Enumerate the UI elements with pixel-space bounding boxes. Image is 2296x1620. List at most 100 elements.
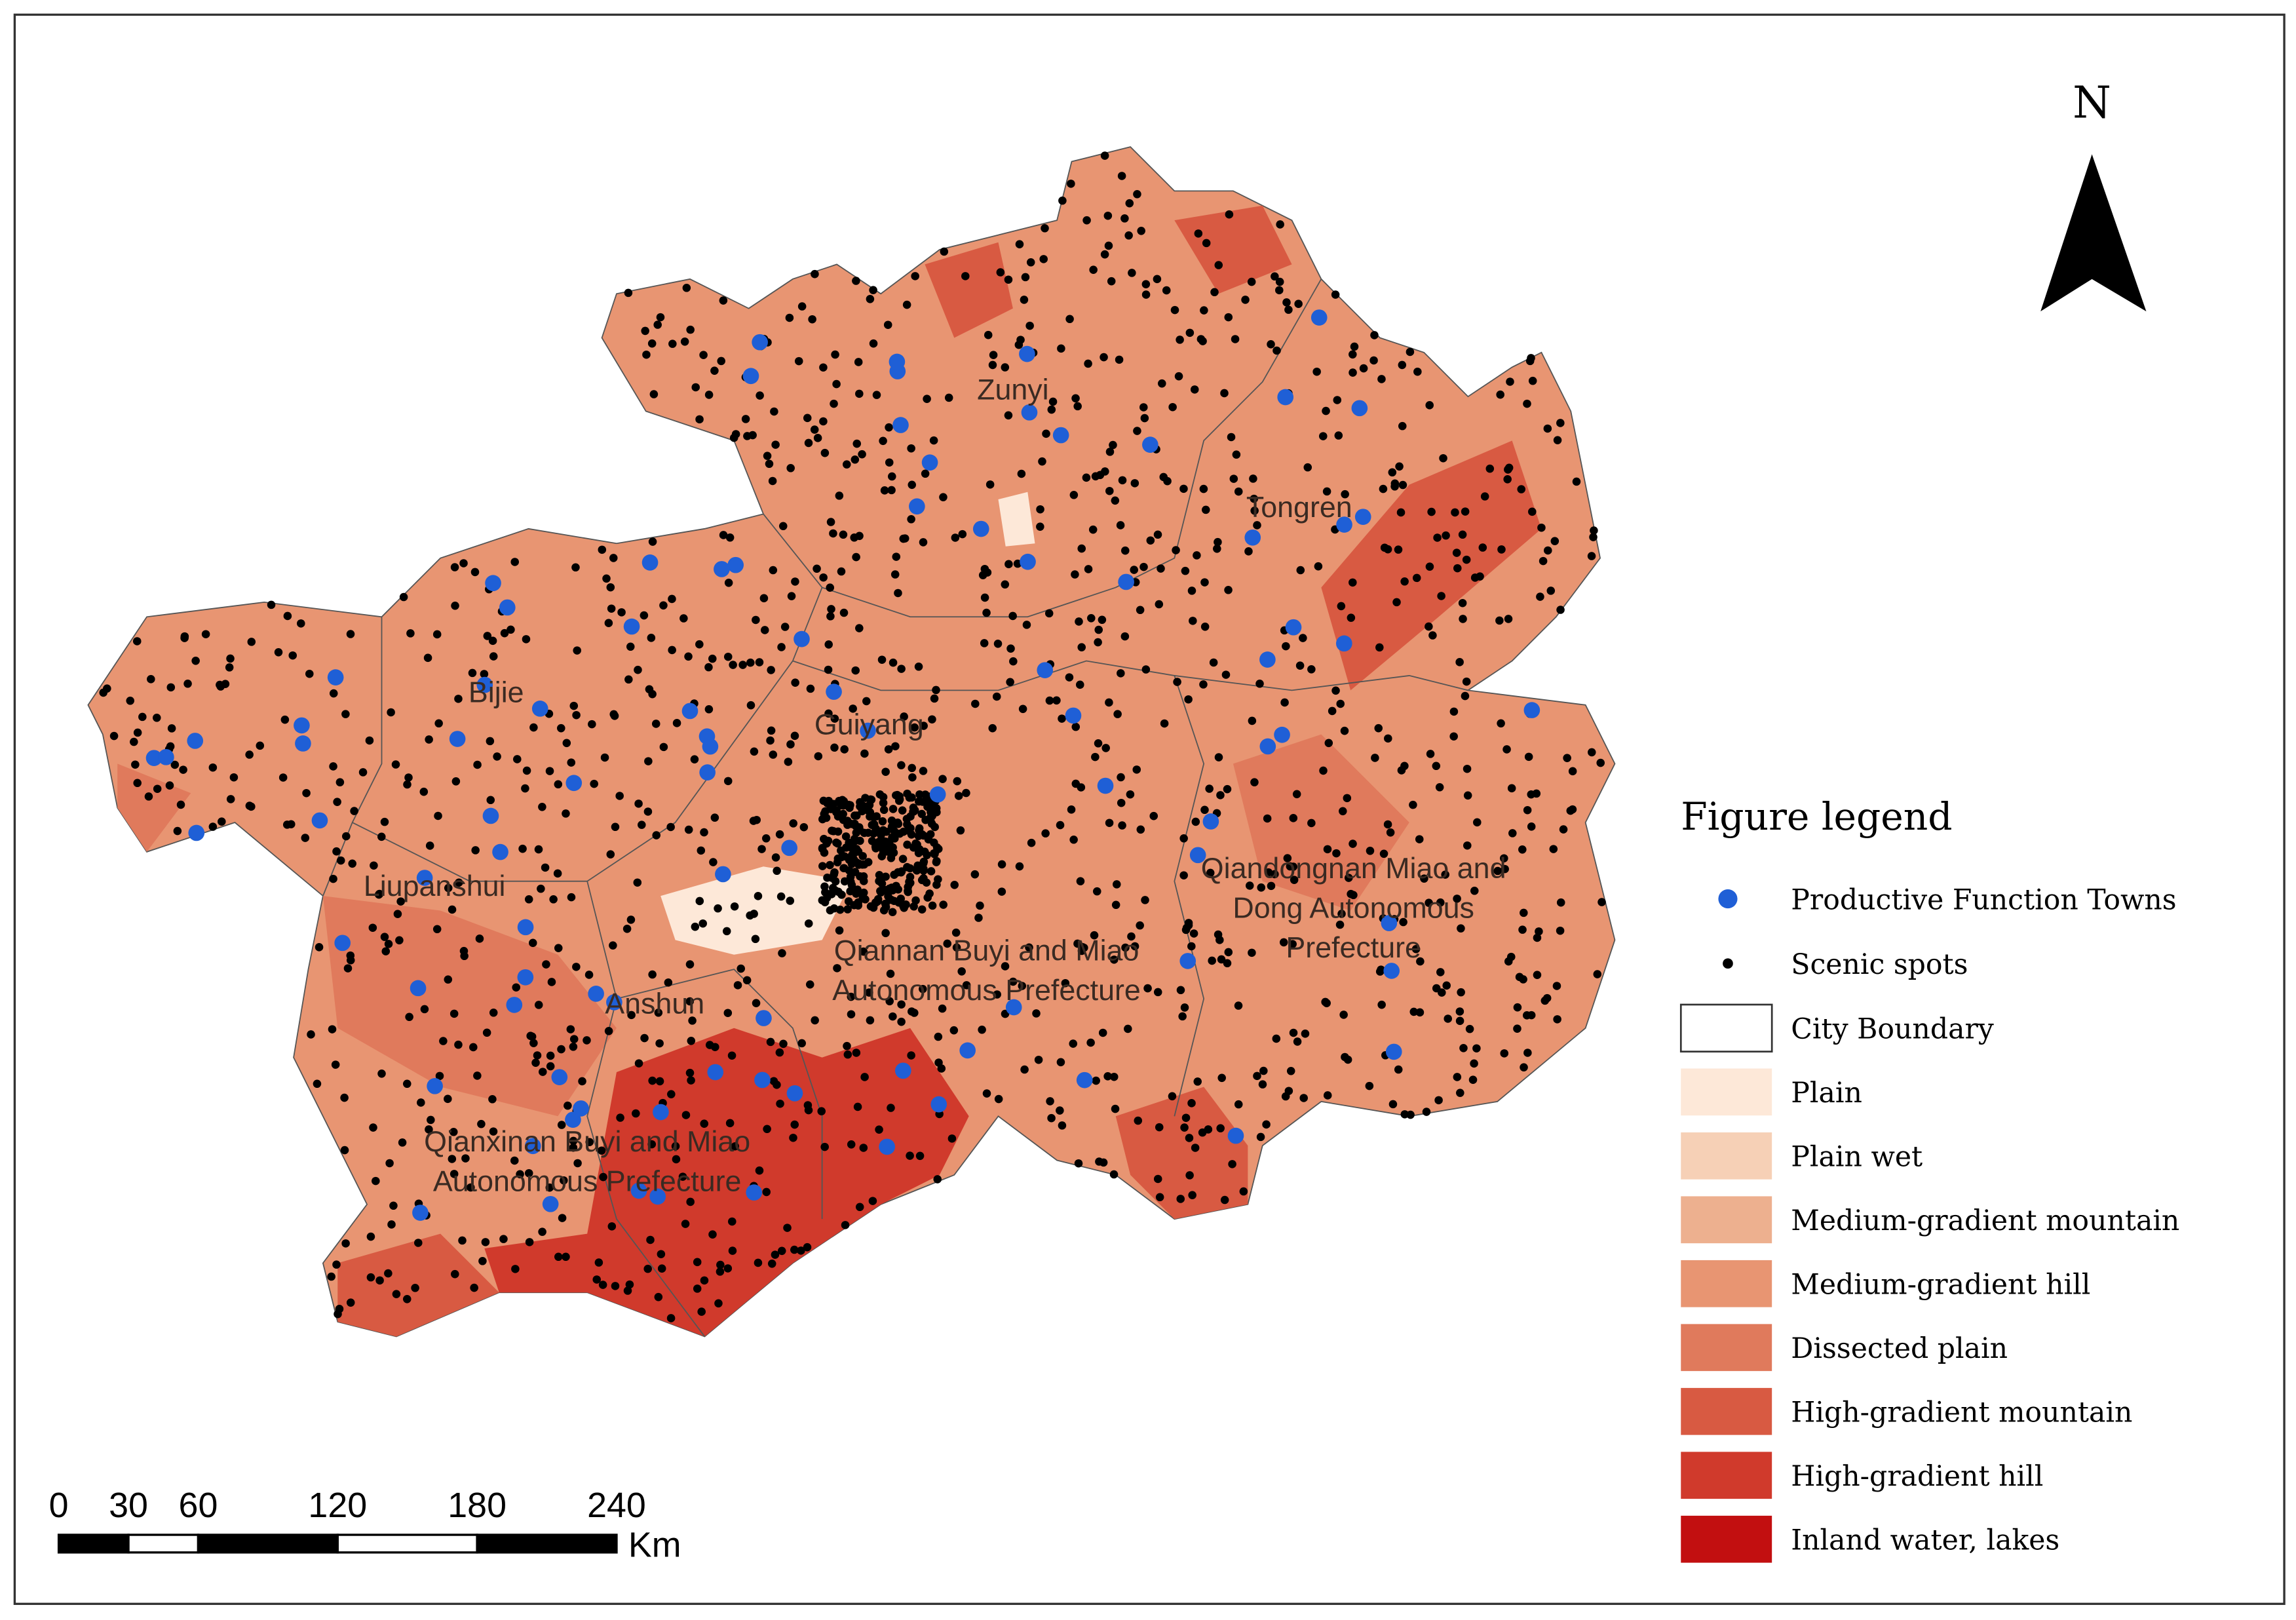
scenic-spot [1442, 981, 1451, 990]
scenic-spot [875, 871, 884, 879]
scenic-spot [1280, 698, 1289, 707]
scenic-spot [1442, 531, 1450, 540]
scenic-spot [584, 971, 594, 979]
scenic-spot [493, 752, 501, 761]
scenic-spot [714, 904, 722, 913]
legend-swatch [1681, 1515, 1772, 1563]
scenic-spot [790, 731, 799, 741]
scenic-spot [348, 859, 356, 868]
productive-town [707, 1064, 724, 1081]
scenic-spot [566, 1025, 575, 1033]
scenic-spot [1455, 1007, 1464, 1016]
scenic-spot [444, 1094, 452, 1104]
scenic-spot [332, 847, 341, 856]
scenic-spot [1559, 825, 1568, 834]
scenic-spot [341, 1239, 350, 1248]
scenic-spot [280, 715, 290, 724]
scenic-spot [569, 1136, 578, 1146]
scenic-spot [590, 779, 598, 788]
productive-town [892, 417, 909, 433]
scenic-spot [546, 1062, 555, 1071]
scenic-spot [818, 862, 827, 870]
scenic-spot [1504, 465, 1512, 474]
scenic-spot [843, 1050, 852, 1059]
scenic-spot [488, 636, 497, 646]
scenic-spot [1239, 1187, 1248, 1196]
scenic-spot [522, 766, 531, 775]
scenic-spot [1267, 340, 1275, 349]
scenic-spot [332, 1260, 341, 1269]
scenic-spot [1101, 467, 1109, 476]
scenic-spot [1276, 220, 1284, 229]
scenic-spot [1283, 854, 1292, 862]
scenic-spot [671, 1142, 680, 1151]
scenic-spot [974, 914, 983, 922]
scenic-spot [799, 822, 809, 832]
productive-town [1274, 726, 1290, 743]
scenic-spot [1271, 272, 1279, 281]
scenic-spot [685, 960, 695, 969]
legend-swatch [1679, 1003, 1773, 1053]
scenic-spot [928, 901, 937, 910]
scenic-spot [1105, 819, 1114, 827]
scenic-spot [892, 552, 901, 561]
scenic-spot [1435, 782, 1444, 792]
scenic-spot [778, 949, 786, 957]
productive-town [1227, 1127, 1244, 1144]
scenic-spot [1105, 448, 1115, 456]
scenic-spot [153, 713, 161, 722]
scenic-spot [854, 358, 863, 366]
scenic-spot [804, 438, 813, 448]
productive-town [714, 561, 730, 577]
productive-town [531, 701, 548, 717]
scenic-spot [1034, 1055, 1043, 1064]
scenic-spot [797, 302, 807, 311]
scenic-spot [1495, 616, 1504, 625]
scenic-spot [719, 531, 728, 539]
scenic-spot [1339, 807, 1347, 816]
scenic-spot [826, 612, 835, 621]
scenic-spot [267, 600, 276, 609]
scenic-spot [708, 654, 717, 663]
scenic-spot [1507, 784, 1516, 793]
scenic-spot [914, 849, 923, 857]
scale-tick-label: 240 [587, 1486, 646, 1525]
legend-label: Dissected plain [1791, 1332, 2008, 1365]
scenic-spot [1105, 486, 1114, 495]
scenic-spot [1550, 537, 1559, 545]
scenic-spot [1532, 789, 1541, 798]
scenic-spot [1006, 644, 1015, 653]
scenic-spot [1206, 868, 1215, 878]
scenic-spot [797, 1039, 806, 1048]
city-label: Zunyi [977, 374, 1049, 406]
scenic-spot [648, 537, 657, 546]
scenic-spot [1004, 560, 1013, 569]
scenic-spot [1224, 313, 1233, 322]
city-labels: Zunyi Tongren Bijie Guiyang Liupanshui Anshun… [364, 374, 1506, 1198]
productive-town [1118, 573, 1134, 590]
scenic-spot [773, 866, 781, 876]
scenic-spot [1006, 678, 1014, 687]
scenic-spot [1500, 854, 1508, 863]
scenic-spot [109, 731, 119, 741]
scenic-spot [434, 719, 443, 728]
scenic-spot [597, 1146, 606, 1155]
scenic-spot [654, 1292, 663, 1302]
scenic-spot [1153, 530, 1162, 539]
scenic-spot [652, 831, 660, 839]
scenic-spot [786, 897, 795, 905]
scenic-spot [1449, 707, 1459, 716]
scenic-spot [923, 893, 932, 902]
scenic-spot [427, 1115, 435, 1125]
scenic-spot [921, 469, 930, 478]
productive-town [1311, 309, 1328, 326]
scenic-spot [1220, 389, 1229, 398]
scenic-spot [978, 1026, 986, 1034]
scenic-spot [153, 784, 162, 794]
scenic-spot [993, 990, 1001, 999]
productive-town [1020, 553, 1036, 570]
scenic-spot [1422, 1108, 1431, 1116]
scenic-spot [340, 1146, 349, 1155]
scenic-spot [1259, 1066, 1268, 1075]
scenic-spot [1377, 375, 1386, 383]
